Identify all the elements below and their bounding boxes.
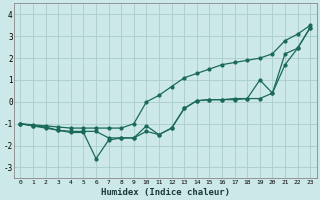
X-axis label: Humidex (Indice chaleur): Humidex (Indice chaleur) — [101, 188, 230, 197]
